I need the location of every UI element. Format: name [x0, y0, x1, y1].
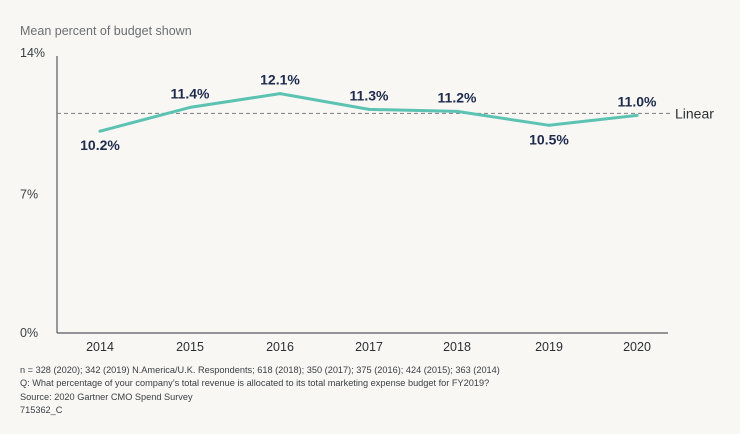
- footnote-question: Q: What percentage of your company’s tot…: [20, 378, 490, 389]
- data-point: [367, 107, 371, 111]
- data-label: 11.3%: [350, 87, 389, 103]
- x-tick-label: 2014: [86, 340, 114, 354]
- x-tick-label: 2019: [535, 340, 563, 354]
- data-label: 11.0%: [618, 93, 657, 109]
- x-tick-label: 2016: [266, 340, 294, 354]
- y-axis-title: Mean percent of budget shown: [20, 24, 192, 38]
- reference-line-label: Linear: [675, 105, 714, 121]
- y-tick-label: 14%: [20, 46, 45, 60]
- data-label: 10.2%: [80, 137, 120, 153]
- x-tick-label: 2018: [443, 340, 471, 354]
- x-tick-label: 2015: [176, 340, 204, 354]
- y-tick-label: 7%: [20, 188, 38, 202]
- data-label: 11.2%: [438, 89, 477, 105]
- footnote-id: 715362_C: [20, 405, 63, 416]
- data-point: [278, 92, 282, 96]
- footnotes: n = 328 (2020); 342 (2019) N.America/U.K…: [20, 364, 500, 418]
- data-label: 12.1%: [260, 72, 300, 88]
- data-point: [455, 109, 459, 113]
- data-point: [98, 129, 102, 133]
- data-point: [188, 105, 192, 109]
- data-label: 10.5%: [529, 131, 569, 147]
- y-tick-label: 0%: [20, 326, 38, 340]
- plot-area: 0% 7% 14% 2014 2015 2016 2017 2018 2019 2020 Linea…: [20, 46, 714, 354]
- footnote-source: Source: 2020 Gartner CMO Spend Survey: [20, 391, 193, 402]
- data-label: 11.4%: [171, 85, 210, 101]
- x-tick-label: 2020: [623, 340, 651, 354]
- data-point: [635, 113, 639, 117]
- x-tick-label: 2017: [355, 340, 383, 354]
- footnote-sample-size: n = 328 (2020); 342 (2019) N.America/U.K…: [20, 365, 500, 375]
- data-point: [547, 123, 551, 127]
